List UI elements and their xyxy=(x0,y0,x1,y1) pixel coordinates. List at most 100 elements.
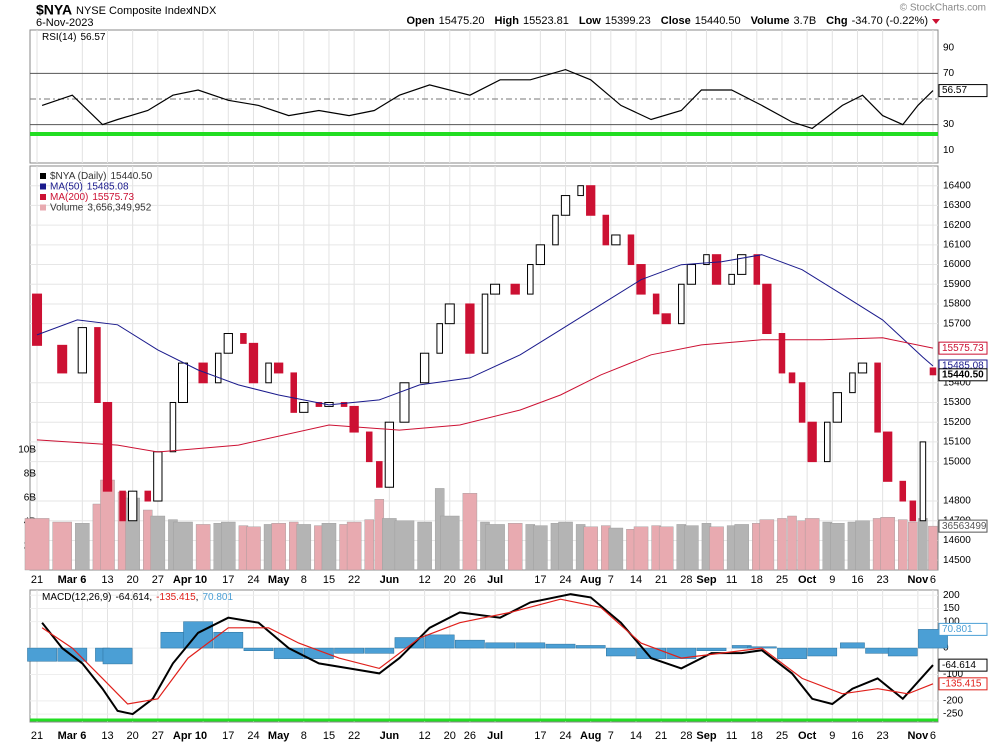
rsi-legend: RSI(14) 56.57 xyxy=(42,32,106,43)
candle-body xyxy=(874,362,881,433)
candle-body xyxy=(577,185,584,197)
volume-bar xyxy=(734,524,749,571)
y-tick-label: 90 xyxy=(943,42,955,53)
x-tick-label: 24 xyxy=(247,730,259,742)
value-badge xyxy=(938,622,988,636)
index-name: NYSE Composite Index xyxy=(76,5,192,17)
x-tick-label: 21 xyxy=(31,574,43,586)
y-tick-label: 16000 xyxy=(943,259,971,270)
macd-last-value: -64.614 xyxy=(115,592,149,603)
x-tick-label: Nov xyxy=(907,574,929,586)
x-tick-label: Jun xyxy=(380,730,400,742)
value-badge-text: 36563499 xyxy=(942,521,987,532)
x-tick-label: 20 xyxy=(127,730,139,742)
y-tick-label: 15900 xyxy=(943,279,971,290)
stat-label: Open xyxy=(407,15,435,27)
candle-body xyxy=(849,372,856,394)
candle-body xyxy=(490,283,501,295)
x-tick-label: 11 xyxy=(726,730,737,742)
x-tick-label: 25 xyxy=(776,730,788,742)
value-badge xyxy=(938,368,988,382)
value-badge xyxy=(938,84,988,98)
legend-entry: Volume 3,656,349,952 xyxy=(50,202,152,213)
volume-bar xyxy=(246,526,261,571)
candle-body xyxy=(419,352,430,384)
candle-body xyxy=(119,490,126,522)
volume-bar xyxy=(417,521,432,571)
x-tick-label: May xyxy=(268,730,290,742)
candle-body xyxy=(77,327,87,374)
value-badge-text: -135.415 xyxy=(942,678,982,689)
histogram-bar xyxy=(515,642,546,649)
x-tick-label: 6 xyxy=(930,730,936,742)
x-tick-label: 24 xyxy=(247,574,259,586)
volume-bar xyxy=(855,520,870,571)
value-badge-text: 70.801 xyxy=(942,624,973,635)
x-tick-label: 16 xyxy=(851,730,863,742)
stat-value: 15523.81 xyxy=(523,15,569,27)
histogram-bar xyxy=(455,639,485,649)
histogram-bar xyxy=(243,647,274,651)
rsi-line xyxy=(41,68,934,130)
x-tick-label: Mar 6 xyxy=(58,730,87,742)
x-tick-label: 25 xyxy=(776,574,788,586)
histogram-bar xyxy=(304,647,334,659)
candle-body xyxy=(611,234,621,246)
x-tick-label: Oct xyxy=(798,574,817,586)
candle-body xyxy=(465,303,475,354)
volume-bar xyxy=(485,524,505,571)
histogram-bar xyxy=(27,647,57,662)
volume-bar xyxy=(918,518,928,571)
histogram-bar xyxy=(424,634,455,649)
volume-bar xyxy=(928,525,938,571)
x-tick-label: Apr 10 xyxy=(173,730,207,742)
value-badge-text: 56.57 xyxy=(942,85,967,96)
x-tick-label: Sep xyxy=(696,730,716,742)
candle-body xyxy=(788,372,796,384)
legend-swatch xyxy=(40,173,46,179)
candle-body xyxy=(661,313,671,325)
moving-average xyxy=(36,337,934,453)
stat-label: Close xyxy=(661,15,691,27)
volume-bar xyxy=(221,521,236,571)
y-tick-label: 150 xyxy=(943,603,960,614)
volume-bar xyxy=(830,523,845,571)
y-tick-label: 16300 xyxy=(943,200,971,211)
y-tick-label: 15000 xyxy=(943,456,971,467)
candle-body xyxy=(762,283,772,335)
volume-bar xyxy=(364,519,374,571)
histogram-bar xyxy=(696,647,727,651)
legend-swatch xyxy=(40,204,46,211)
moving-average xyxy=(36,254,934,406)
candle-body xyxy=(737,254,747,275)
candle-body xyxy=(32,293,43,346)
volume-bar xyxy=(583,526,598,571)
volume-bar xyxy=(271,523,286,571)
candle-body xyxy=(144,490,152,502)
candle-body xyxy=(240,333,247,344)
x-tick-label: 20 xyxy=(127,574,139,586)
x-tick-label: 8 xyxy=(301,574,307,586)
value-badge-text: 15575.73 xyxy=(942,343,984,354)
candle-body xyxy=(128,490,138,522)
volume-bar xyxy=(52,521,72,571)
histogram-bar xyxy=(865,647,890,654)
candle-body xyxy=(510,283,520,295)
candle-body xyxy=(627,234,635,266)
volume-bar xyxy=(394,520,415,571)
x-tick-label: 7 xyxy=(608,730,614,742)
x-tick-label: Aug xyxy=(580,574,601,586)
y-tick-label: 16400 xyxy=(943,180,971,191)
y-tick-label: 70 xyxy=(943,68,955,79)
volume-bar xyxy=(709,526,724,571)
x-tick-label: 18 xyxy=(751,574,763,586)
x-tick-label: Sep xyxy=(696,574,716,586)
volume-bar xyxy=(462,493,478,571)
value-badge-text: -64.614 xyxy=(942,660,976,671)
candle-body xyxy=(832,392,842,423)
volume-bar xyxy=(898,519,908,571)
histogram-bar xyxy=(160,631,186,649)
y-tick-label: 14800 xyxy=(943,496,971,507)
rsi-title: RSI(14) xyxy=(42,32,76,43)
legend-name: $NYA (Daily) xyxy=(50,171,107,182)
